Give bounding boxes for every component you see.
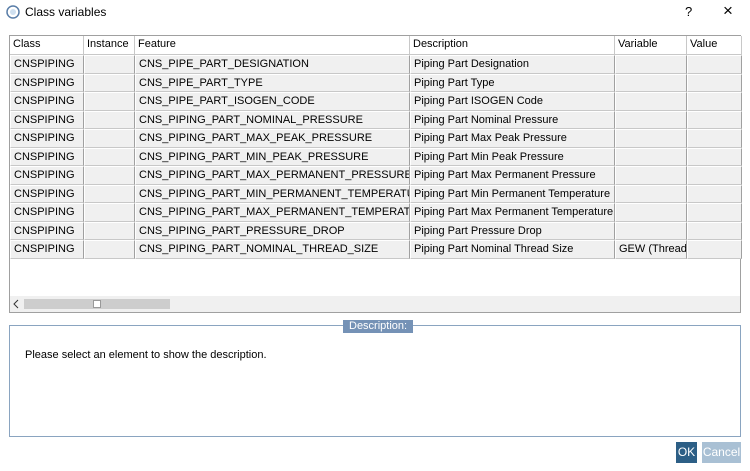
table-cell: [84, 221, 135, 240]
table-cell: CNS_PIPING_PART_NOMINAL_PRESSURE: [135, 110, 410, 129]
scroll-left[interactable]: [12, 299, 20, 309]
column-header: Description: [410, 36, 615, 55]
table-cell: Piping Part Max Peak Pressure: [410, 129, 615, 148]
table-cell: CNSPIPING: [10, 73, 84, 92]
cancel-button[interactable]: Cancel: [702, 442, 741, 463]
table-cell: [84, 55, 135, 74]
table-cell: [84, 147, 135, 166]
table-cell: [615, 110, 687, 129]
table-cell: [615, 221, 687, 240]
table-cell: [615, 73, 687, 92]
table-cell: [84, 184, 135, 203]
table-cell: CNS_PIPING_PART_MAX_PEAK_PRESSURE: [135, 129, 410, 148]
table-cell: Piping Part Type: [410, 73, 615, 92]
table-cell: Piping Part Max Permanent Temperature: [410, 203, 615, 222]
table-cell: [615, 129, 687, 148]
description-text: Please select an element to show the des…: [25, 349, 267, 361]
table-cell: CNS_PIPING_PART_MIN_PEAK_PRESSURE: [135, 147, 410, 166]
table-cell: CNS_PIPING_PART_MAX_PERMANENT_PRESSURE: [135, 166, 410, 185]
window-title: Class variables: [25, 5, 107, 19]
table-cell: [687, 184, 742, 203]
table-cell: CNS_PIPING_PART_NOMINAL_THREAD_SIZE: [135, 240, 410, 259]
table-cell: [615, 147, 687, 166]
table-cell: [687, 73, 742, 92]
table-cell: [615, 55, 687, 74]
table-cell: [687, 166, 742, 185]
table-cell: GEW (Thread): [615, 240, 687, 259]
table-cell: [687, 203, 742, 222]
column-header: Instance: [84, 36, 135, 55]
table-cell: [84, 92, 135, 111]
table-cell: CNSPIPING: [10, 166, 84, 185]
table-cell: [687, 240, 742, 259]
table-cell: [84, 110, 135, 129]
table-cell: CNSPIPING: [10, 184, 84, 203]
table-cell: CNSPIPING: [10, 129, 84, 148]
table-cell: [84, 166, 135, 185]
table-cell: [615, 203, 687, 222]
table-cell: Piping Part ISOGEN Code: [410, 92, 615, 111]
scroll-grip: [93, 300, 101, 308]
table-cell: [84, 73, 135, 92]
table-cell: [615, 184, 687, 203]
column-header: Class: [10, 36, 84, 55]
table-cell: CNS_PIPING_PART_MIN_PERMANENT_TEMPERATUR…: [135, 184, 410, 203]
table-cell: Piping Part Nominal Pressure: [410, 110, 615, 129]
ok-button[interactable]: OK: [676, 442, 697, 463]
table-cell: Piping Part Min Permanent Temperature: [410, 184, 615, 203]
description-group: Description: Please select an element to…: [9, 320, 741, 437]
column-header: Value: [687, 36, 742, 55]
description-label: Description:: [343, 320, 414, 333]
table-cell: [84, 240, 135, 259]
table-cell: [687, 129, 742, 148]
table-cell: CNS_PIPING_PART_MAX_PERMANENT_TEMPERATUR…: [135, 203, 410, 222]
table-cell: CNS_PIPE_PART_ISOGEN_CODE: [135, 92, 410, 111]
table-cell: [687, 55, 742, 74]
table-cell: CNSPIPING: [10, 147, 84, 166]
table-cell: CNSPIPING: [10, 110, 84, 129]
table-cell: Piping Part Pressure Drop: [410, 221, 615, 240]
table-cell: CNSPIPING: [10, 203, 84, 222]
table-cell: CNS_PIPE_PART_DESIGNATION: [135, 55, 410, 74]
table-cell: [84, 203, 135, 222]
table-cell: Piping Part Nominal Thread Size: [410, 240, 615, 259]
table-cell: [615, 166, 687, 185]
table-cell: Piping Part Min Peak Pressure: [410, 147, 615, 166]
table-cell: Piping Part Max Permanent Pressure: [410, 166, 615, 185]
table-cell: CNSPIPING: [10, 92, 84, 111]
table-cell: CNSPIPING: [10, 55, 84, 74]
table-cell: [687, 147, 742, 166]
help-button[interactable]: ?: [685, 4, 693, 19]
column-header: Feature: [135, 36, 410, 55]
table-cell: CNSPIPING: [10, 221, 84, 240]
table-cell: [687, 110, 742, 129]
table: Class Instance Feature Description Variable V…: [9, 35, 742, 313]
table-cell: CNSPIPING: [10, 240, 84, 259]
table-cell: [687, 92, 742, 111]
app-icon: [6, 5, 20, 19]
column-header: Variable: [615, 36, 687, 55]
table-cell: [615, 92, 687, 111]
table-cell: Piping Part Designation: [410, 55, 615, 74]
table-cell: [687, 221, 742, 240]
table-cell: CNS_PIPING_PART_PRESSURE_DROP: [135, 221, 410, 240]
table-cell: [84, 129, 135, 148]
close-button[interactable]: ×: [723, 1, 733, 20]
table-cell: CNS_PIPE_PART_TYPE: [135, 73, 410, 92]
scrollbar[interactable]: [10, 296, 740, 312]
